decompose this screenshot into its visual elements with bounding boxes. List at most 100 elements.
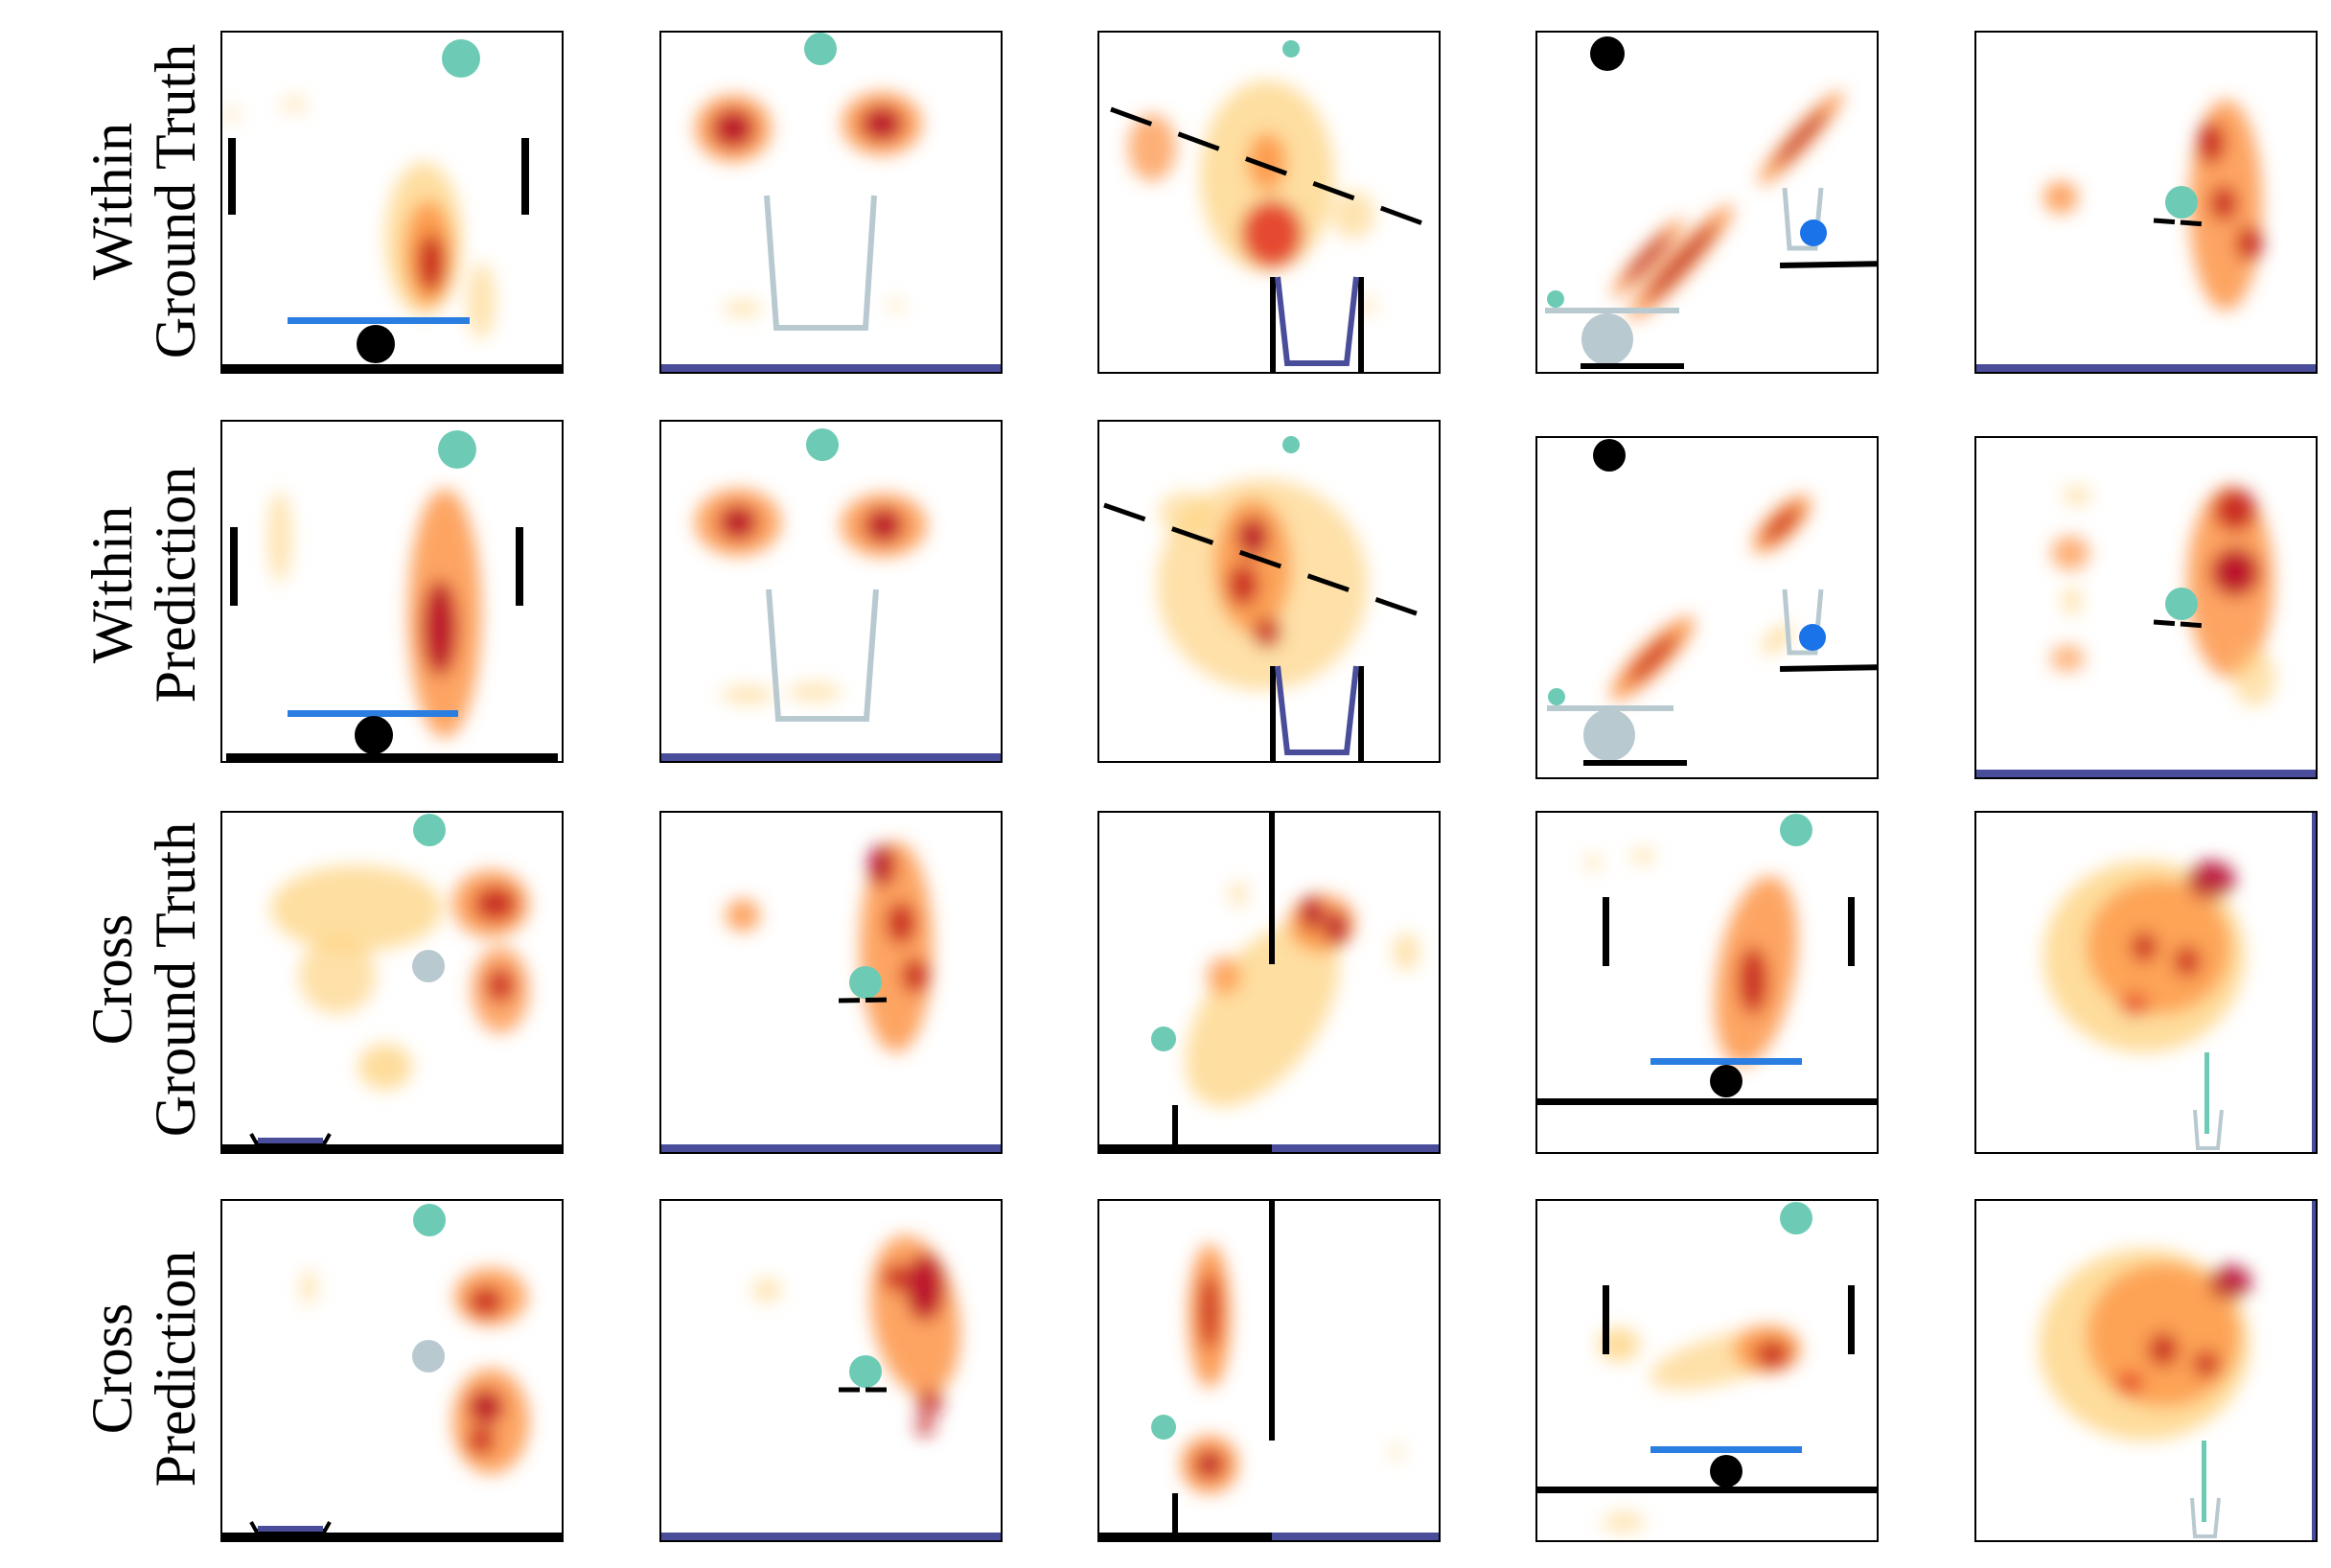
row-label-line2: Prediction [144, 466, 207, 703]
row-label-line2: Ground Truth [144, 43, 207, 359]
dashed-ramp [1110, 106, 1426, 227]
row-label-line2: Ground Truth [144, 821, 207, 1138]
blue-ball [1799, 624, 1826, 651]
ground-left [1099, 1533, 1272, 1540]
wall-left [230, 527, 238, 606]
small-cup-fill [258, 1138, 323, 1143]
dashed-ramp [1103, 502, 1431, 621]
blue-bar [1650, 1058, 1802, 1065]
panel-cross-pred-4 [1535, 1199, 1879, 1542]
ground [661, 753, 1001, 761]
seesaw [1545, 308, 1679, 313]
goal-ball [413, 814, 446, 846]
panel-within-gt-3 [1097, 31, 1441, 374]
row-label-cross-ground-truth: Cross Ground Truth [62, 797, 225, 1162]
row-label-within-prediction: Within Prediction [62, 403, 225, 767]
blue-bar [288, 710, 458, 717]
panel-cross-gt-2 [659, 811, 1003, 1154]
vertical-rod [2204, 1052, 2209, 1134]
cup [1275, 276, 1359, 366]
black-ball [357, 325, 395, 363]
black-ball [1590, 36, 1625, 71]
gray-ball [412, 1340, 445, 1372]
panel-cross-gt-3 [1097, 811, 1441, 1154]
base [1583, 760, 1687, 766]
ground-right [1272, 1144, 1439, 1152]
goal-ball [1780, 1202, 1812, 1234]
small-post [1172, 1105, 1178, 1148]
black-ball [1593, 439, 1626, 472]
ground-right [1272, 1533, 1439, 1540]
black-ball [355, 716, 393, 754]
dashed-ledge [2153, 218, 2207, 227]
vertical-wall [1269, 813, 1275, 964]
base [1581, 363, 1684, 369]
blue-bar [288, 317, 470, 324]
panel-within-gt-5 [1974, 31, 2318, 374]
shelf [1780, 261, 1877, 268]
wall-left [1603, 897, 1609, 966]
goal-ball [1151, 1026, 1176, 1051]
ground [222, 1533, 562, 1540]
goal-ball [806, 428, 839, 461]
ground [1537, 1487, 1877, 1493]
wall-right [1848, 1285, 1855, 1354]
pivot-ball [1583, 709, 1635, 761]
small-cup [2190, 1497, 2221, 1538]
panel-cross-pred-1 [220, 1199, 564, 1542]
black-ball [1710, 1455, 1742, 1487]
seesaw [1547, 705, 1673, 711]
ground [661, 1533, 1001, 1540]
panel-within-pred-1 [220, 420, 564, 763]
panel-within-pred-5 [1974, 436, 2318, 779]
goal-ball [442, 39, 480, 78]
cup [1782, 588, 1824, 656]
ground [1537, 1098, 1877, 1105]
ground [1976, 364, 2316, 372]
wall-left [1270, 277, 1276, 372]
wall-right [1358, 666, 1364, 761]
panel-within-gt-4 [1535, 31, 1879, 374]
goal-ball [1282, 436, 1300, 453]
cup [1782, 187, 1824, 251]
cup [766, 588, 879, 722]
ground-left [1099, 1144, 1272, 1152]
goal-ball [2165, 186, 2198, 219]
goal-ball [438, 430, 476, 469]
ground [661, 364, 1001, 372]
dashed-ledge [838, 997, 892, 1003]
ground [226, 753, 558, 761]
ground [222, 364, 562, 372]
blue-bar [1650, 1446, 1802, 1453]
small-post [1172, 1493, 1178, 1536]
wall-right [1848, 897, 1855, 966]
panel-within-pred-2 [659, 420, 1003, 763]
row-label-within-ground-truth: Within Ground Truth [62, 19, 225, 383]
ground [222, 1144, 562, 1152]
panel-cross-pred-2 [659, 1199, 1003, 1542]
goal-ball [1547, 290, 1564, 308]
ground [661, 1144, 1001, 1152]
right-wall [2312, 813, 2316, 1152]
panel-cross-gt-5 [1974, 811, 2318, 1154]
wall-right [521, 138, 529, 215]
panel-cross-pred-3 [1097, 1199, 1441, 1542]
goal-ball [1780, 814, 1812, 846]
dashed-ledge [2153, 619, 2207, 629]
goal-ball [804, 33, 837, 65]
small-cup [2193, 1109, 2224, 1150]
row-label-line2: Prediction [144, 1250, 207, 1487]
panel-within-gt-2 [659, 31, 1003, 374]
goal-ball [2165, 588, 2198, 620]
goal-ball [849, 1355, 882, 1388]
right-wall [2312, 1201, 2316, 1540]
blue-ball [1800, 219, 1827, 246]
wall-right [516, 527, 523, 606]
row-label-line1: Cross [81, 1303, 144, 1435]
wall-left [1603, 1285, 1609, 1354]
wall-left [228, 138, 236, 215]
shelf [1780, 664, 1877, 672]
goal-ball [1282, 40, 1300, 58]
goal-ball [1548, 688, 1565, 705]
